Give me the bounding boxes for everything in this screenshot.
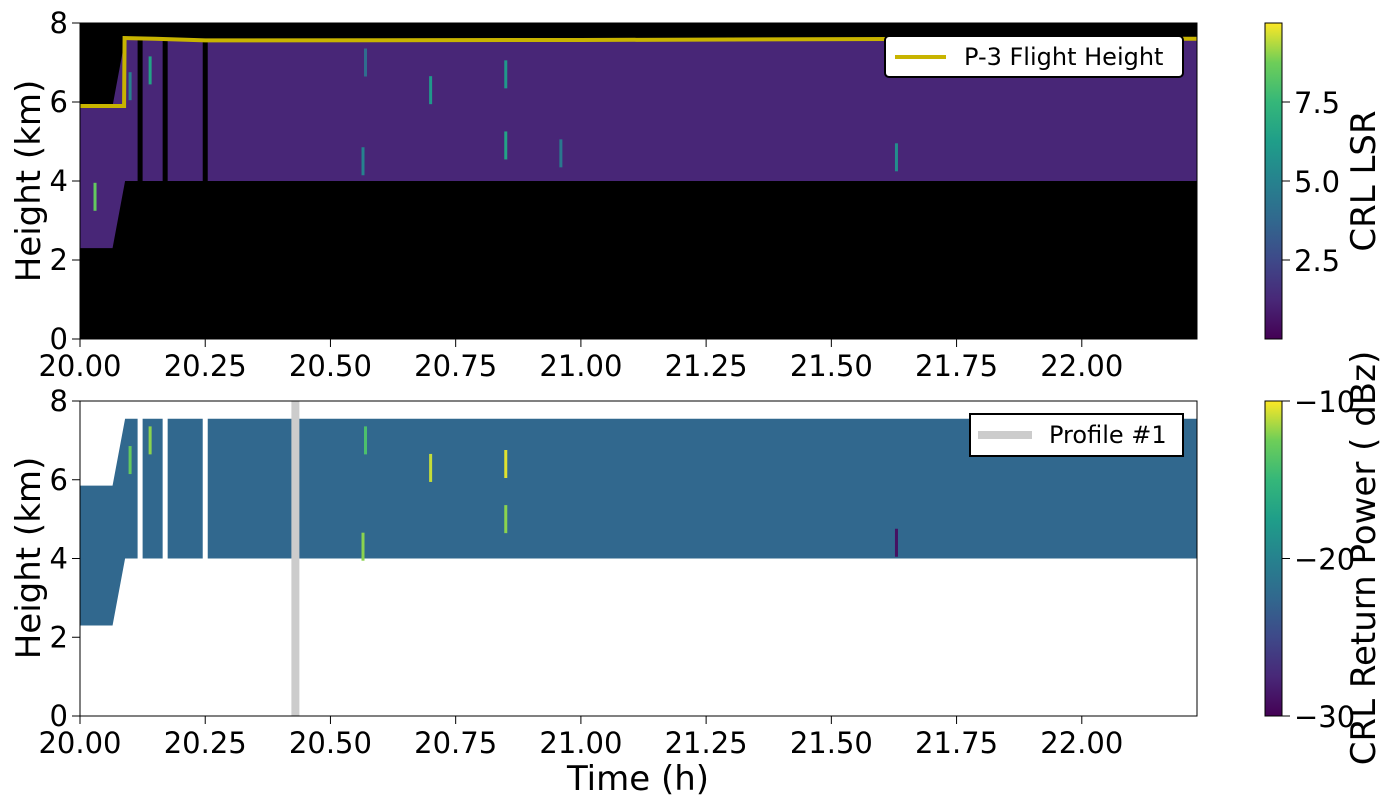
y-tick-label: 8	[50, 384, 68, 418]
heatmap-gap	[202, 401, 208, 716]
colorbar: −30 −20 −10 CRL Return Power ( dBz)	[1264, 351, 1384, 765]
x-tick-label: 21.75	[915, 349, 998, 383]
heatmap-feature	[504, 450, 508, 478]
colorbar: 2.5 5.0 7.5 CRL LSR	[1264, 22, 1384, 340]
legend-entry: Profile #1	[1049, 421, 1167, 449]
x-tick-label: 20.75	[414, 726, 497, 760]
heatmap-feature	[504, 60, 508, 89]
x-tick-label: 20.25	[164, 349, 247, 383]
heatmap-feature	[148, 56, 152, 85]
heatmap-feature	[128, 446, 132, 475]
x-tick-label: 20.50	[289, 349, 372, 383]
heatmap-gap	[137, 23, 143, 339]
x-tick-label: 21.25	[665, 726, 748, 760]
y-tick-label: 2	[50, 243, 68, 277]
colorbar-tick-label: 5.0	[1294, 165, 1340, 199]
heatmap-feature	[148, 426, 152, 455]
heatmap-feature	[361, 147, 365, 176]
heatmap-feature	[894, 143, 898, 172]
x-tick-label: 21.50	[790, 349, 873, 383]
x-tick-label: 20.50	[289, 726, 372, 760]
y-tick-label: 8	[50, 6, 68, 40]
y-axis-label: Height (km)	[9, 457, 49, 660]
y-tick-label: 0	[50, 322, 68, 356]
heatmap-feature	[894, 528, 898, 557]
heatmap-feature	[559, 139, 563, 168]
x-tick-label: 21.00	[539, 349, 622, 383]
heatmap-feature	[364, 426, 368, 455]
x-tick-label: 22.00	[1040, 726, 1123, 760]
heatmap-gap	[162, 23, 168, 339]
heatmap-field	[80, 23, 1197, 339]
heatmap-field	[80, 401, 1197, 716]
legend-box	[969, 413, 1184, 457]
colorbar-tick-label: −20	[1294, 543, 1355, 577]
heatmap-gap	[202, 23, 208, 339]
heatmap-feature	[93, 182, 97, 211]
x-tick-label: 21.25	[665, 349, 748, 383]
y-axis: 0 2 4 6 8	[50, 6, 80, 356]
colorbar-tick-label: −10	[1294, 385, 1355, 419]
colorbar-label: CRL LSR	[1344, 110, 1384, 251]
colorbar-tick-label: −30	[1294, 700, 1355, 734]
y-axis: 0 2 4 6 8	[50, 384, 80, 733]
heatmap-region	[80, 418, 1197, 626]
legend[interactable]: P-3 Flight Height	[884, 35, 1184, 78]
colorbar-label: CRL Return Power ( dBz)	[1344, 351, 1384, 765]
legend[interactable]: Profile #1	[969, 413, 1184, 457]
y-tick-label: 6	[50, 463, 68, 497]
x-tick-label: 20.75	[414, 349, 497, 383]
heatmap-features	[128, 426, 898, 561]
colorbar-ticks: −30 −20 −10	[1282, 385, 1355, 734]
y-tick-label: 4	[50, 542, 68, 576]
heatmap-feature	[429, 453, 433, 482]
x-tick-label: 20.00	[38, 349, 121, 383]
heatmap-feature	[504, 505, 508, 534]
x-tick-label: 20.00	[38, 726, 121, 760]
chart-lsr: 20.00 20.25 20.50 20.75 21.00 21.25 21.50 21.75…	[9, 6, 1384, 383]
y-tick-label: 4	[50, 164, 68, 198]
x-tick-label: 21.50	[790, 726, 873, 760]
y-tick-label: 2	[50, 620, 68, 654]
y-tick-label: 0	[50, 699, 68, 733]
heatmap-feature	[364, 48, 368, 77]
x-axis: 20.00 20.25 20.50 20.75 21.00 21.25 21.50 21.75…	[38, 716, 1123, 760]
colorbar-tick-label: 7.5	[1294, 86, 1340, 120]
x-tick-label: 22.00	[1040, 349, 1123, 383]
x-axis-label: Time (h)	[566, 759, 709, 799]
x-tick-label: 21.75	[915, 726, 998, 760]
heatmap-feature	[128, 72, 132, 101]
heatmap-gap	[137, 401, 143, 716]
y-axis-label: Height (km)	[9, 80, 49, 283]
y-tick-label: 6	[50, 85, 68, 119]
x-axis: 20.00 20.25 20.50 20.75 21.00 21.25 21.50 21.75…	[38, 339, 1123, 383]
heatmap-features	[93, 48, 898, 211]
colorbar-gradient	[1264, 400, 1283, 717]
colorbar-ticks: 2.5 5.0 7.5	[1282, 86, 1340, 278]
chart-return-power: 20.00 20.25 20.50 20.75 21.00 21.25 21.50 21.75…	[9, 351, 1384, 799]
heatmap-feature	[429, 76, 433, 105]
heatmap-feature	[361, 532, 365, 561]
legend-entry: P-3 Flight Height	[964, 43, 1163, 71]
heatmap-feature	[504, 131, 508, 160]
colorbar-gradient	[1264, 22, 1283, 340]
heatmap-gap	[162, 401, 168, 716]
x-tick-label: 20.25	[164, 726, 247, 760]
legend-box	[884, 35, 1184, 78]
colorbar-tick-label: 2.5	[1294, 244, 1340, 278]
heatmap-region	[80, 38, 1197, 249]
x-tick-label: 21.00	[539, 726, 622, 760]
